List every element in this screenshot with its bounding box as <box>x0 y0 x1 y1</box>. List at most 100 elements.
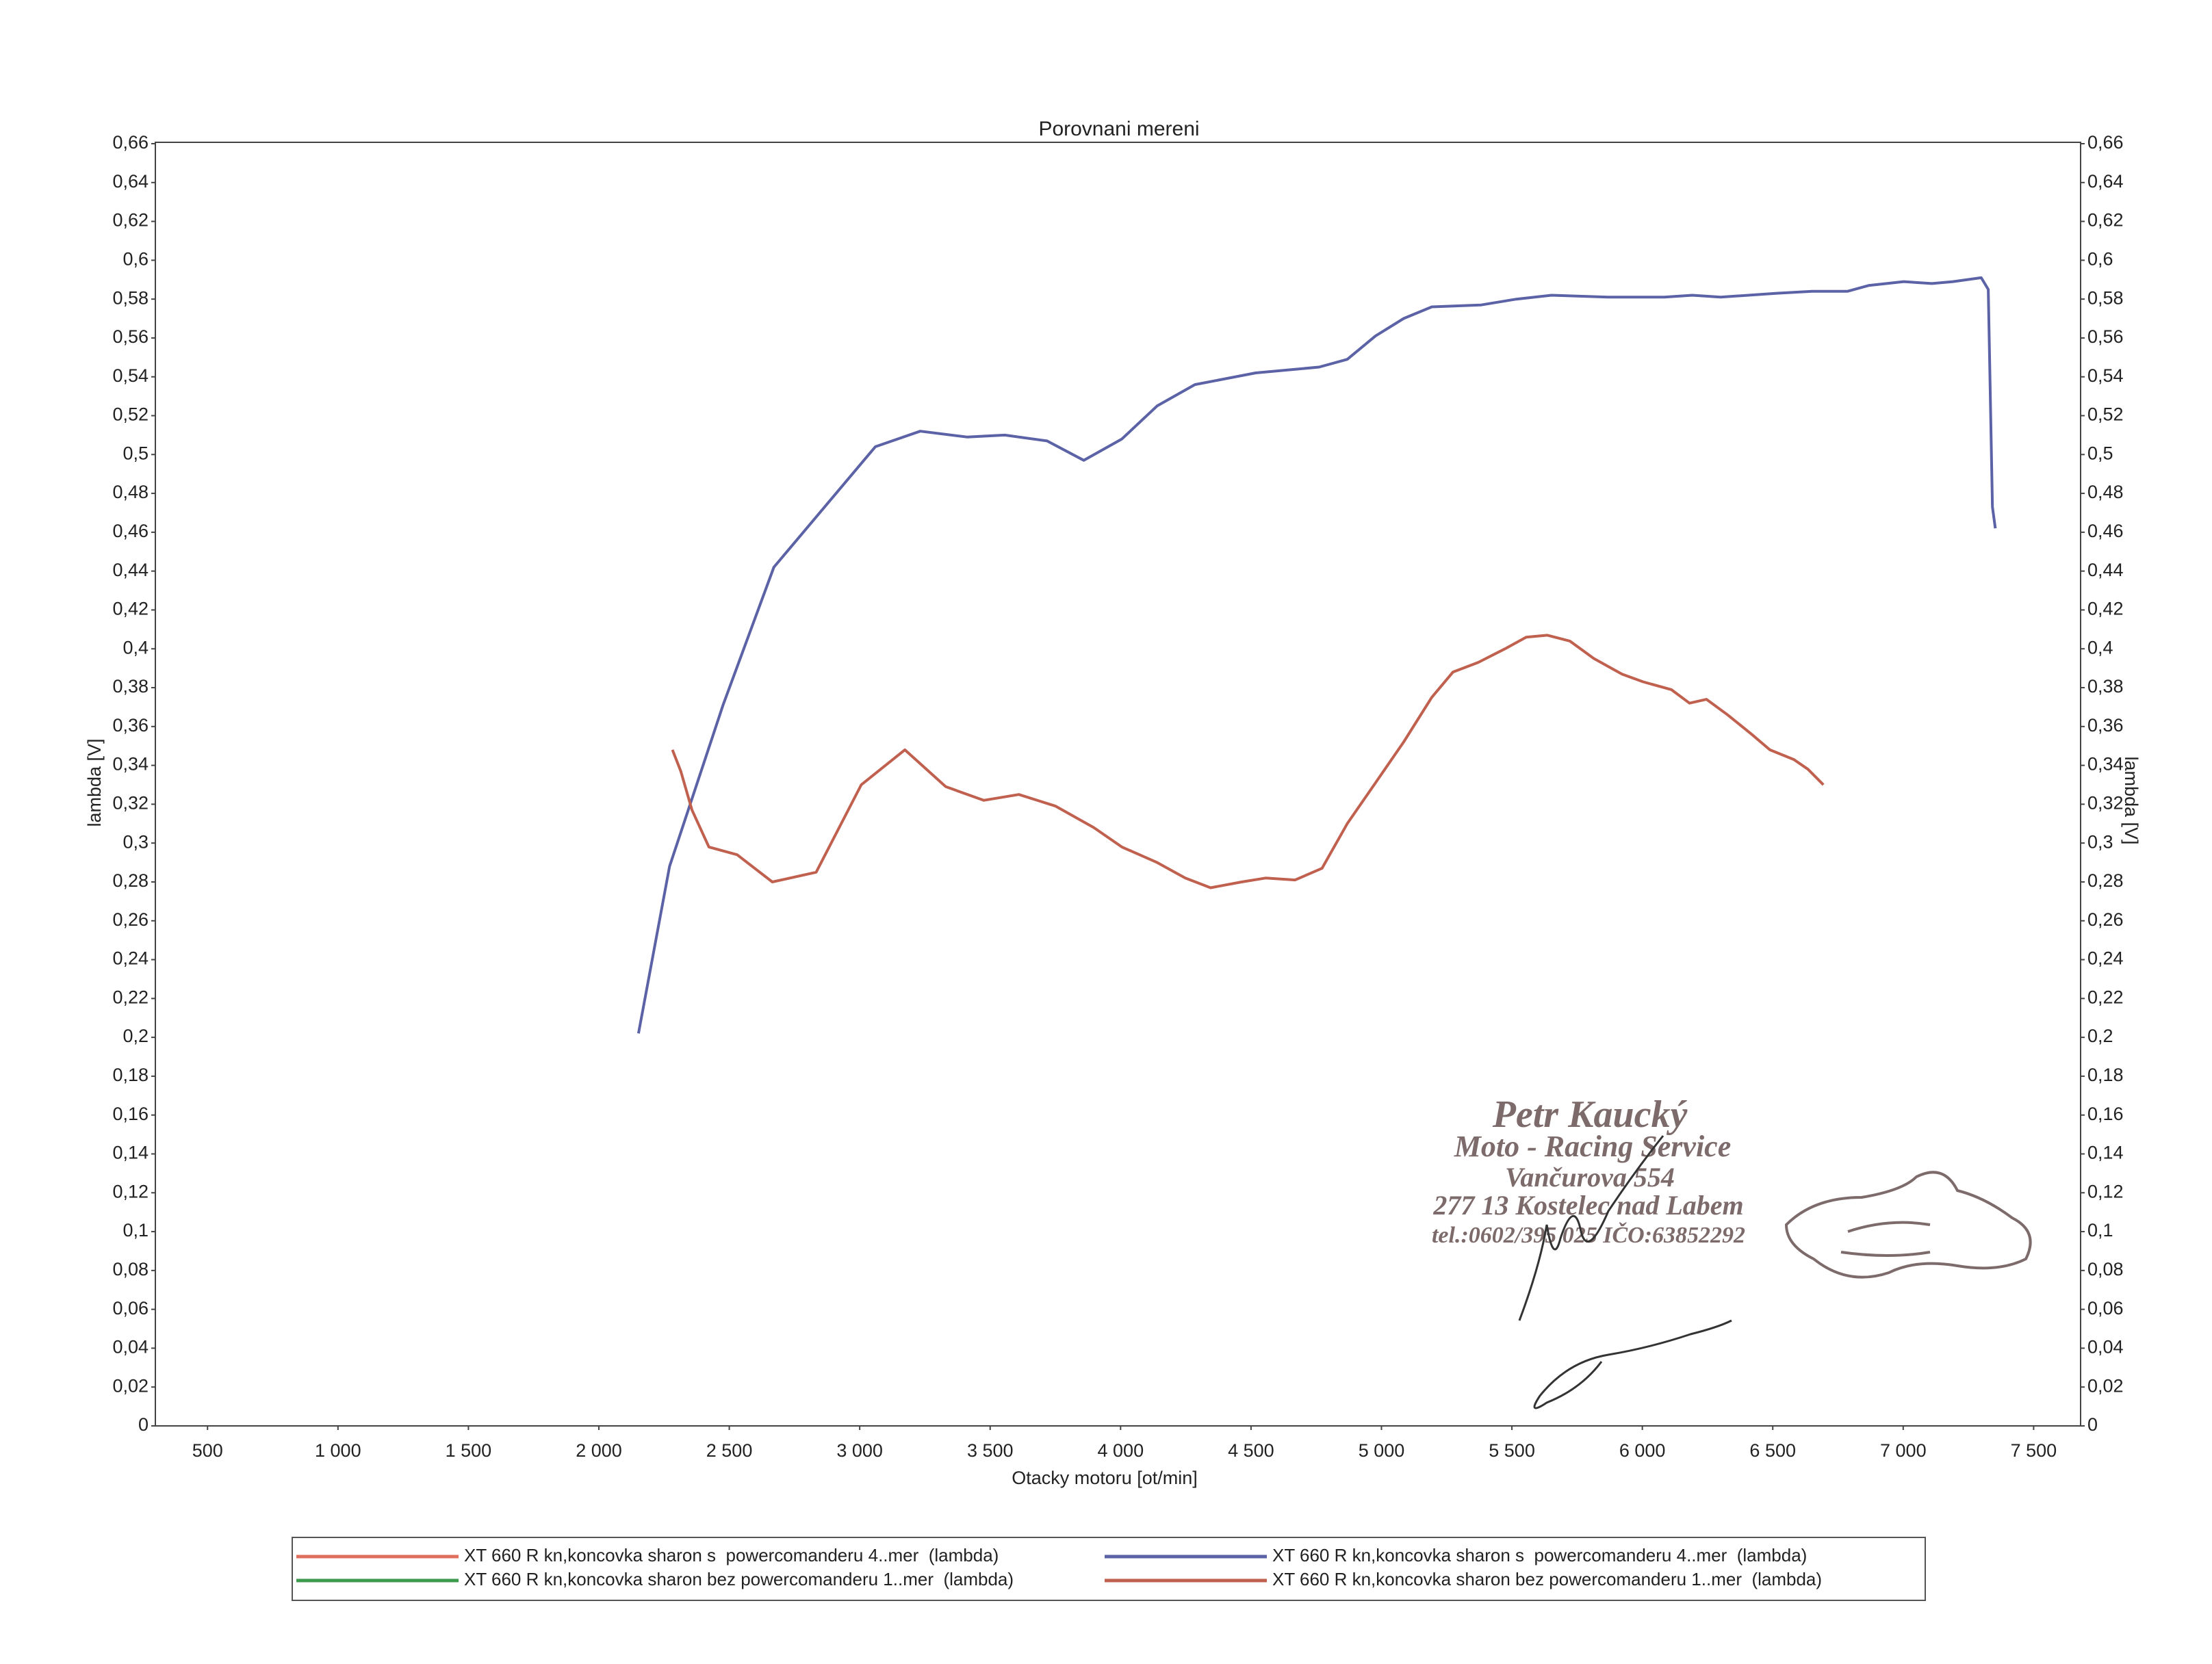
stamp-text: Vančurova 554 <box>1505 1162 1675 1193</box>
y2-tick-label: 0,64 <box>2087 171 2124 192</box>
y-tick-label: 0,54 <box>112 365 149 386</box>
y2-tick-label: 0,06 <box>2087 1298 2124 1318</box>
x-tick-label: 1 500 <box>446 1440 492 1461</box>
y2-tick-label: 0,5 <box>2087 443 2113 463</box>
y-tick-label: 0,36 <box>112 715 149 736</box>
y2-tick-label: 0,22 <box>2087 987 2124 1007</box>
y-tick-label: 0,6 <box>123 248 149 269</box>
y2-tick-label: 0,34 <box>2087 754 2124 775</box>
y-tick-label: 0,26 <box>112 909 149 930</box>
plot-frame <box>155 142 2081 1427</box>
x-tick-label: 6 500 <box>1749 1440 1796 1461</box>
y2-tick-label: 0,16 <box>2087 1104 2124 1124</box>
y2-tick-label: 0,4 <box>2087 637 2113 658</box>
y-tick-label: 0,58 <box>112 287 149 308</box>
y-tick-label: 0,5 <box>123 443 149 463</box>
y2-tick-label: 0,14 <box>2087 1143 2124 1163</box>
y2-tick-label: 0,02 <box>2087 1375 2124 1396</box>
x-tick-label: 6 000 <box>1619 1440 1666 1461</box>
y-tick-label: 0,52 <box>112 404 149 425</box>
y-tick-label: 0,66 <box>112 132 149 153</box>
y-tick-label: 0,64 <box>112 171 149 192</box>
y2-tick-label: 0,1 <box>2087 1220 2113 1240</box>
legend-label: XT 660 R kn,koncovka sharon s powercoman… <box>464 1545 999 1565</box>
y2-axis-label: lambda [V] <box>2121 756 2142 844</box>
y-tick-label: 0,04 <box>112 1337 149 1357</box>
y-tick-label: 0 <box>138 1414 149 1435</box>
y2-tick-label: 0,24 <box>2087 948 2124 969</box>
y2-tick-label: 0,54 <box>2087 365 2124 386</box>
y-tick-label: 0,06 <box>112 1298 149 1318</box>
stamp-text: tel.:0602/395 025 IČO:63852292 <box>1432 1222 1745 1248</box>
chart-title: Porovnani mereni <box>1038 118 1199 140</box>
y2-tick-label: 0,3 <box>2087 831 2113 852</box>
y2-tick-label: 0 <box>2087 1414 2098 1435</box>
x-tick-label: 5 000 <box>1359 1440 1405 1461</box>
y-tick-label: 0,34 <box>112 754 149 775</box>
legend-label: XT 660 R kn,koncovka sharon bez powercom… <box>1272 1569 1822 1589</box>
y2-tick-label: 0,08 <box>2087 1259 2124 1279</box>
x-tick-label: 3 500 <box>967 1440 1014 1461</box>
legend-label: XT 660 R kn,koncovka sharon bez powercom… <box>464 1569 1014 1589</box>
y2-tick-label: 0,28 <box>2087 870 2124 891</box>
signature <box>1518 1135 1732 1409</box>
x-tick-label: 4 000 <box>1098 1440 1144 1461</box>
y-tick-label: 0,16 <box>112 1104 149 1124</box>
x-tick-label: 5 500 <box>1489 1440 1535 1461</box>
y2-tick-label: 0,38 <box>2087 676 2124 697</box>
y2-tick-label: 0,2 <box>2087 1026 2113 1046</box>
legend-label: XT 660 R kn,koncovka sharon s powercoman… <box>1272 1545 1807 1565</box>
x-tick-label: 500 <box>192 1440 223 1461</box>
y-tick-label: 0,2 <box>123 1026 149 1046</box>
y2-tick-label: 0,32 <box>2087 793 2124 814</box>
y-tick-label: 0,46 <box>112 521 149 541</box>
series-line <box>671 634 1825 889</box>
y2-tick-label: 0,12 <box>2087 1181 2124 1201</box>
y-tick-label: 0,1 <box>123 1220 149 1240</box>
y-tick-label: 0,48 <box>112 482 149 502</box>
x-tick-label: 1 000 <box>315 1440 361 1461</box>
legend-box <box>292 1537 1926 1601</box>
x-tick-label: 7 500 <box>2011 1440 2057 1461</box>
y2-tick-label: 0,44 <box>2087 560 2124 580</box>
y-tick-label: 0,32 <box>112 793 149 814</box>
x-tick-label: 3 000 <box>836 1440 883 1461</box>
y2-tick-label: 0,62 <box>2087 210 2124 231</box>
y2-tick-label: 0,46 <box>2087 521 2124 541</box>
y2-tick-label: 0,48 <box>2087 482 2124 502</box>
y2-tick-label: 0,26 <box>2087 909 2124 930</box>
y-tick-label: 0,38 <box>112 676 149 697</box>
y2-tick-label: 0,52 <box>2087 404 2124 425</box>
y-tick-label: 0,24 <box>112 948 149 969</box>
y-tick-label: 0,08 <box>112 1259 149 1279</box>
y2-tick-label: 0,42 <box>2087 599 2124 619</box>
y-axis-label: lambda [V] <box>84 738 105 827</box>
x-axis-label: Otacky motoru [ot/min] <box>1012 1468 1198 1488</box>
y-tick-label: 0,18 <box>112 1065 149 1085</box>
stamp-text: Petr Kaucký <box>1492 1093 1688 1136</box>
y-tick-label: 0,12 <box>112 1181 149 1201</box>
y2-tick-label: 0,66 <box>2087 132 2124 153</box>
stamp: Petr Kaucký Moto - Racing Service Vančur… <box>1432 1093 2032 1409</box>
stamp-text: Moto - Racing Service <box>1454 1130 1732 1163</box>
stamp-text: 277 13 Kostelec nad Labem <box>1432 1190 1743 1221</box>
x-tick-label: 2 500 <box>706 1440 753 1461</box>
y-tick-label: 0,28 <box>112 870 149 891</box>
y2-tick-label: 0,6 <box>2087 248 2113 269</box>
y2-tick-label: 0,56 <box>2087 326 2124 347</box>
x-tick-label: 2 000 <box>576 1440 622 1461</box>
y-tick-label: 0,3 <box>123 831 149 852</box>
x-tick-label: 7 000 <box>1880 1440 1927 1461</box>
y-tick-label: 0,02 <box>112 1375 149 1396</box>
y-tick-label: 0,42 <box>112 599 149 619</box>
y2-tick-label: 0,58 <box>2087 287 2124 308</box>
x-tick-label: 4 500 <box>1228 1440 1274 1461</box>
y-tick-label: 0,22 <box>112 987 149 1007</box>
y-tick-label: 0,56 <box>112 326 149 347</box>
y-tick-label: 0,4 <box>123 637 149 658</box>
y2-tick-label: 0,04 <box>2087 1337 2124 1357</box>
y-tick-label: 0,62 <box>112 210 149 231</box>
y-tick-label: 0,14 <box>112 1143 149 1163</box>
